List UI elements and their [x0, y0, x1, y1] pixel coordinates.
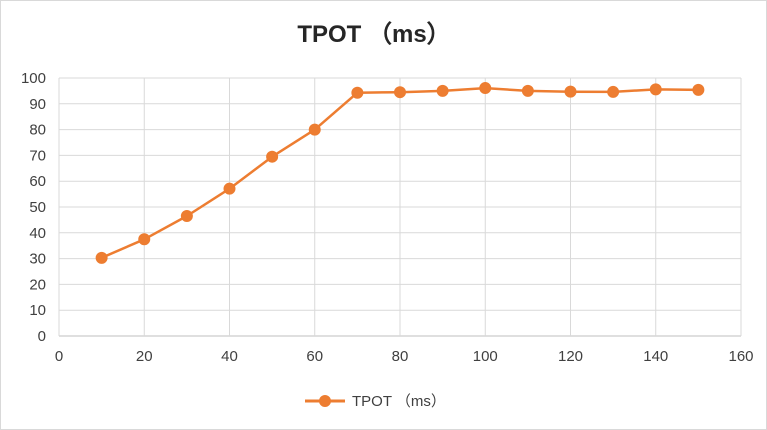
y-tick-label: 80 — [29, 122, 46, 139]
y-tick-label: 0 — [38, 328, 46, 345]
x-tick-label: 120 — [558, 348, 583, 365]
data-point — [692, 83, 705, 96]
y-tick-label: 20 — [29, 276, 46, 293]
x-tick-label: 100 — [473, 348, 498, 365]
y-tick-label: 40 — [29, 225, 46, 242]
data-point — [394, 86, 406, 99]
legend-label: TPOT （ms） — [352, 393, 446, 410]
legend-marker-swatch — [319, 395, 331, 407]
data-point — [180, 210, 193, 223]
data-point — [649, 83, 662, 96]
y-tick-label: 30 — [29, 251, 46, 268]
data-point — [351, 86, 364, 99]
y-tick-label: 10 — [29, 302, 46, 319]
data-point — [308, 123, 321, 136]
series-layer — [95, 82, 705, 264]
data-point — [564, 85, 577, 98]
data-point — [138, 233, 151, 246]
x-tick-label: 160 — [728, 348, 753, 365]
x-tick-label: 80 — [392, 348, 409, 365]
x-tick-label: 20 — [136, 348, 153, 365]
y-tick-label: 70 — [29, 147, 46, 164]
x-tick-label: 40 — [221, 348, 238, 365]
y-tick-label: 90 — [29, 96, 46, 113]
legend: TPOT （ms） — [305, 393, 446, 410]
x-tick-label: 0 — [55, 348, 63, 365]
grid-lines — [58, 77, 742, 337]
y-axis-ticks: 0 10 20 30 40 50 60 70 80 90 100 — [21, 70, 46, 345]
x-tick-label: 60 — [306, 348, 323, 365]
chart-title: TPOT （ms） — [297, 21, 450, 48]
data-point — [436, 84, 449, 97]
data-point — [223, 182, 236, 195]
y-tick-label: 60 — [29, 173, 46, 190]
data-point — [607, 85, 620, 98]
y-tick-label: 100 — [21, 70, 46, 87]
data-point — [266, 150, 279, 163]
x-axis-ticks: 0 20 40 60 80 100 120 140 160 — [55, 348, 754, 365]
data-point — [479, 82, 492, 95]
data-point — [521, 84, 534, 97]
x-tick-label: 140 — [643, 348, 668, 365]
y-tick-label: 50 — [29, 199, 46, 216]
data-point — [95, 251, 108, 264]
